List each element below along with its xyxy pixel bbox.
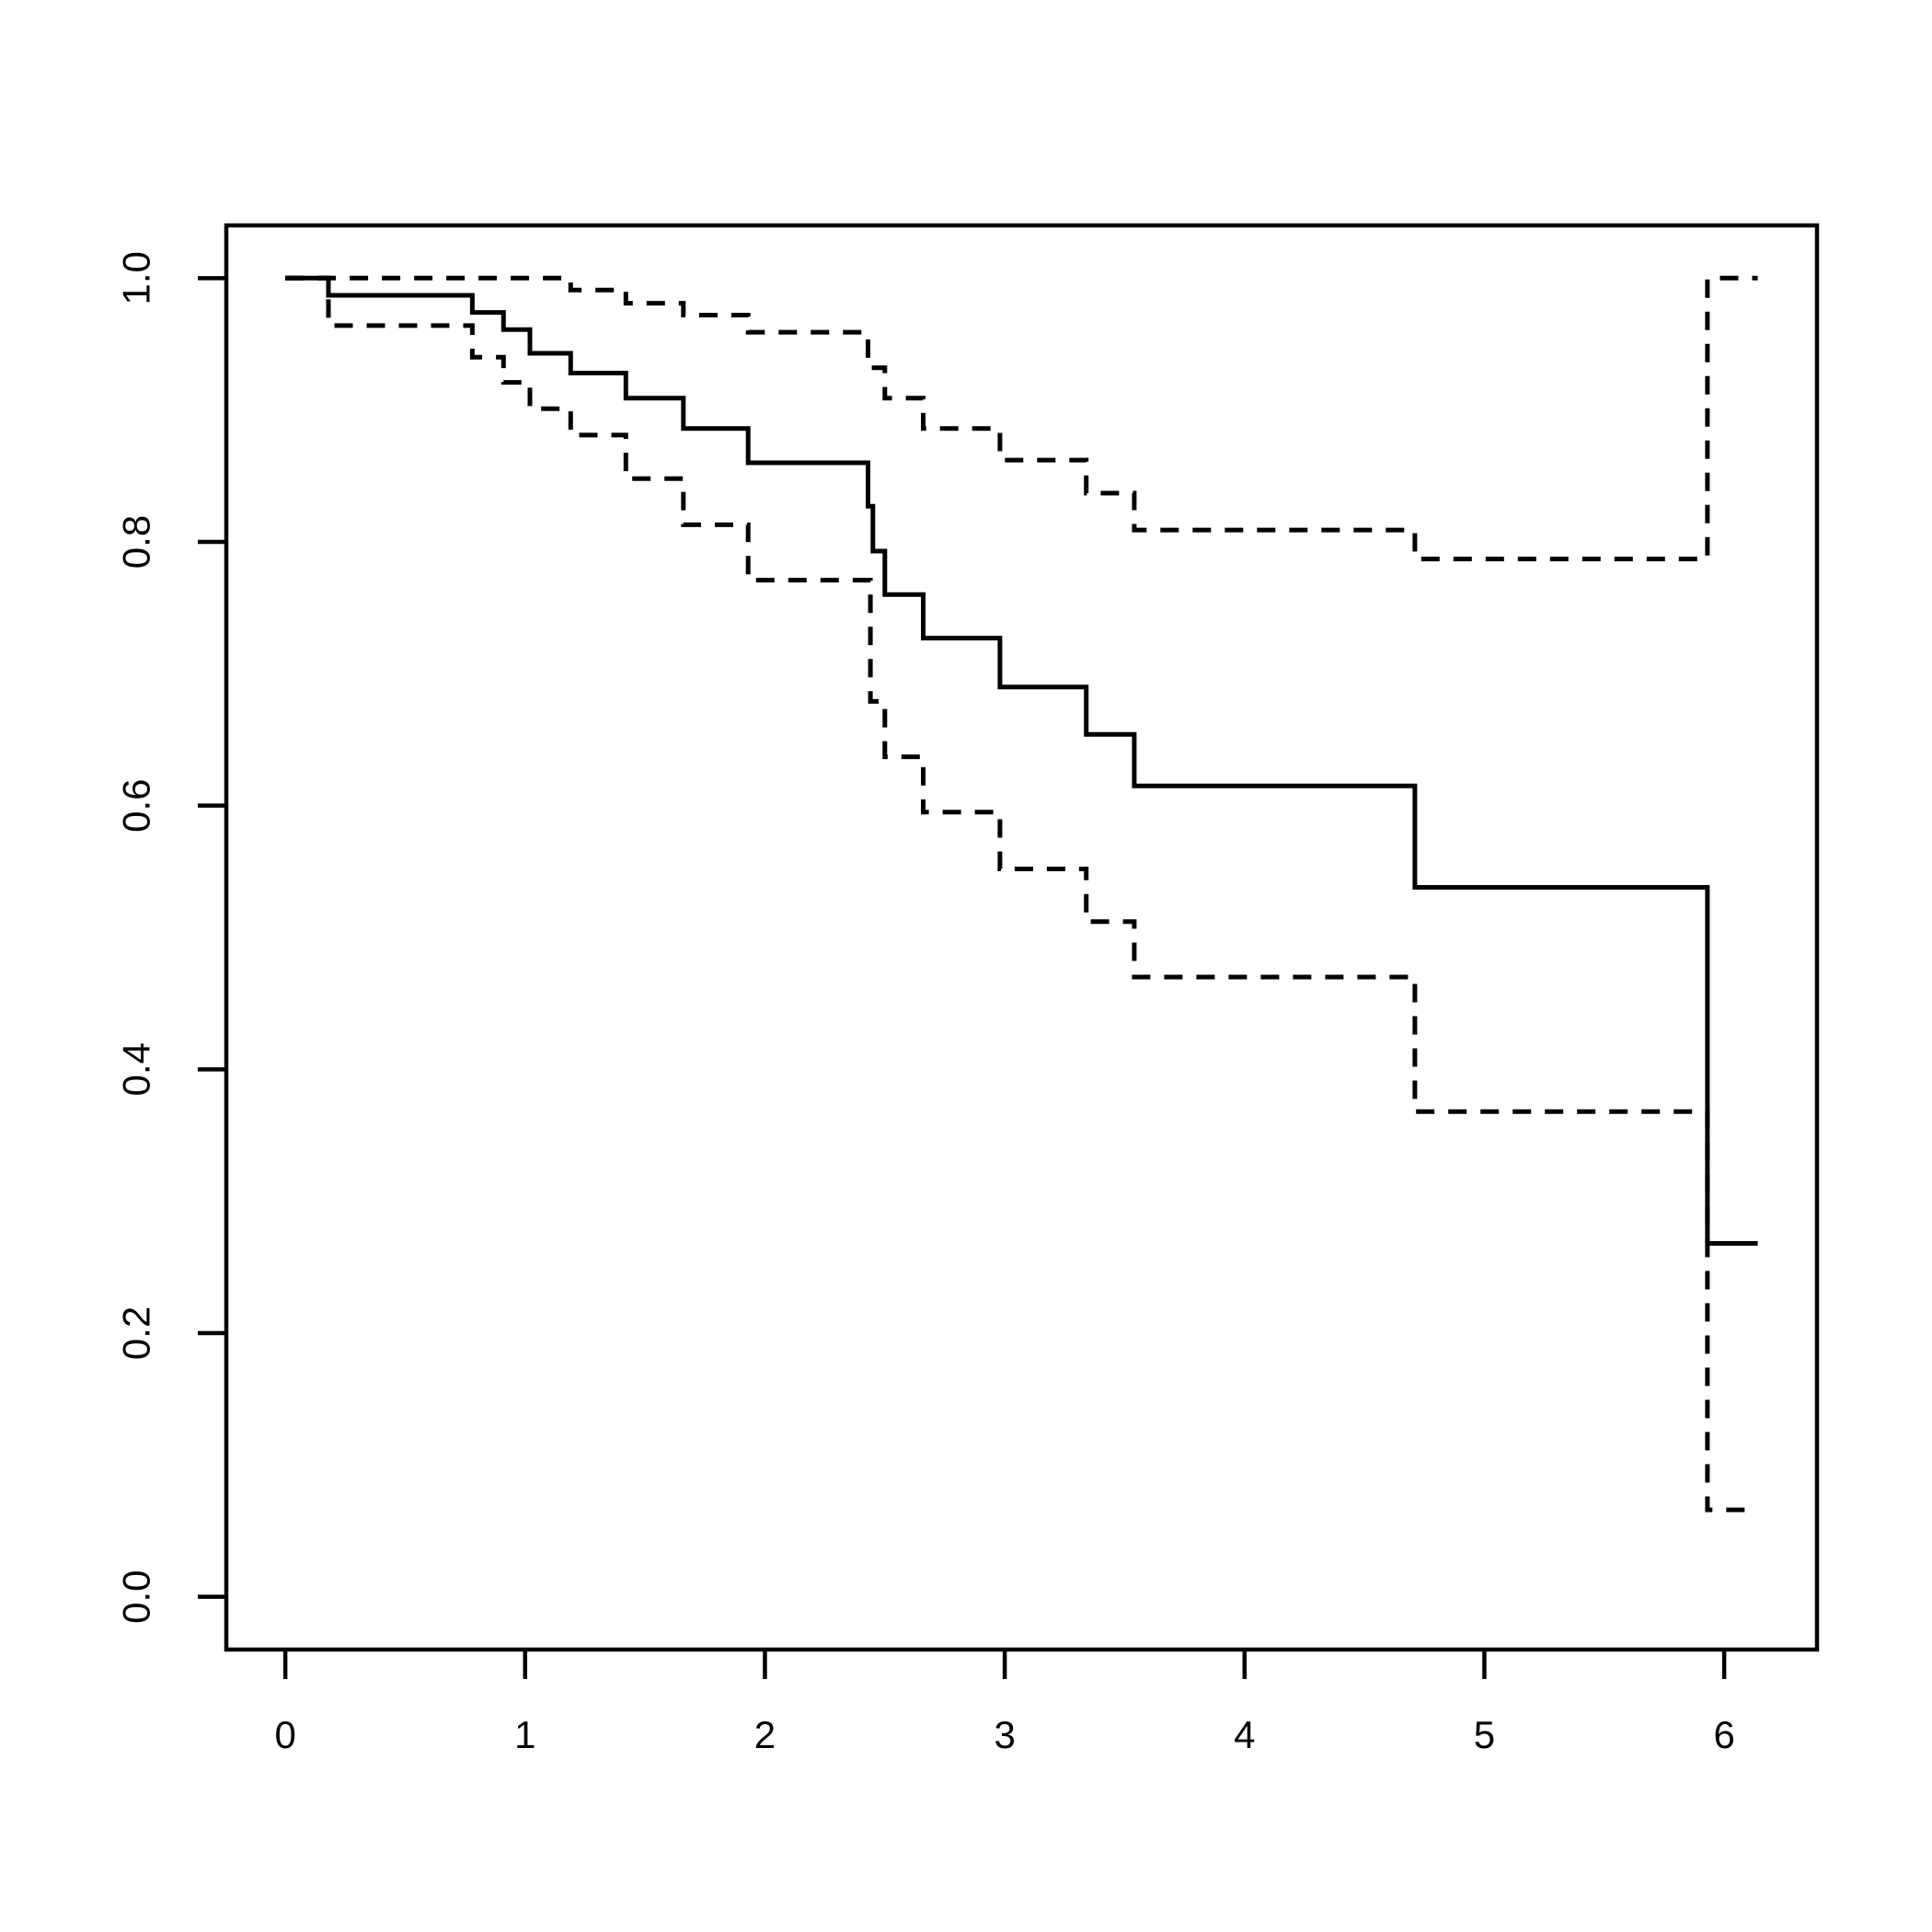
plot-box (224, 223, 1820, 1652)
x-tick-label: 2 (754, 1713, 776, 1756)
x-tick-label: 5 (1474, 1713, 1495, 1756)
upper-95-ci-curve (285, 275, 1758, 562)
x-tick-label: 6 (1713, 1713, 1734, 1756)
y-tick-label: 0.8 (115, 515, 158, 569)
survival-estimate-curve (285, 275, 1758, 1246)
y-tick-label: 0.2 (115, 1306, 158, 1360)
lower-95-ci-curve (285, 275, 1758, 1512)
y-tick-label: 0.6 (115, 778, 158, 832)
x-tick-label: 4 (1234, 1713, 1255, 1756)
y-tick-label: 0.4 (115, 1042, 158, 1096)
x-tick-label: 1 (514, 1713, 535, 1756)
x-tick-label: 0 (274, 1713, 295, 1756)
y-tick-label: 1.0 (115, 251, 158, 305)
x-tick-label: 3 (994, 1713, 1015, 1756)
y-tick-label: 0.0 (115, 1570, 158, 1623)
